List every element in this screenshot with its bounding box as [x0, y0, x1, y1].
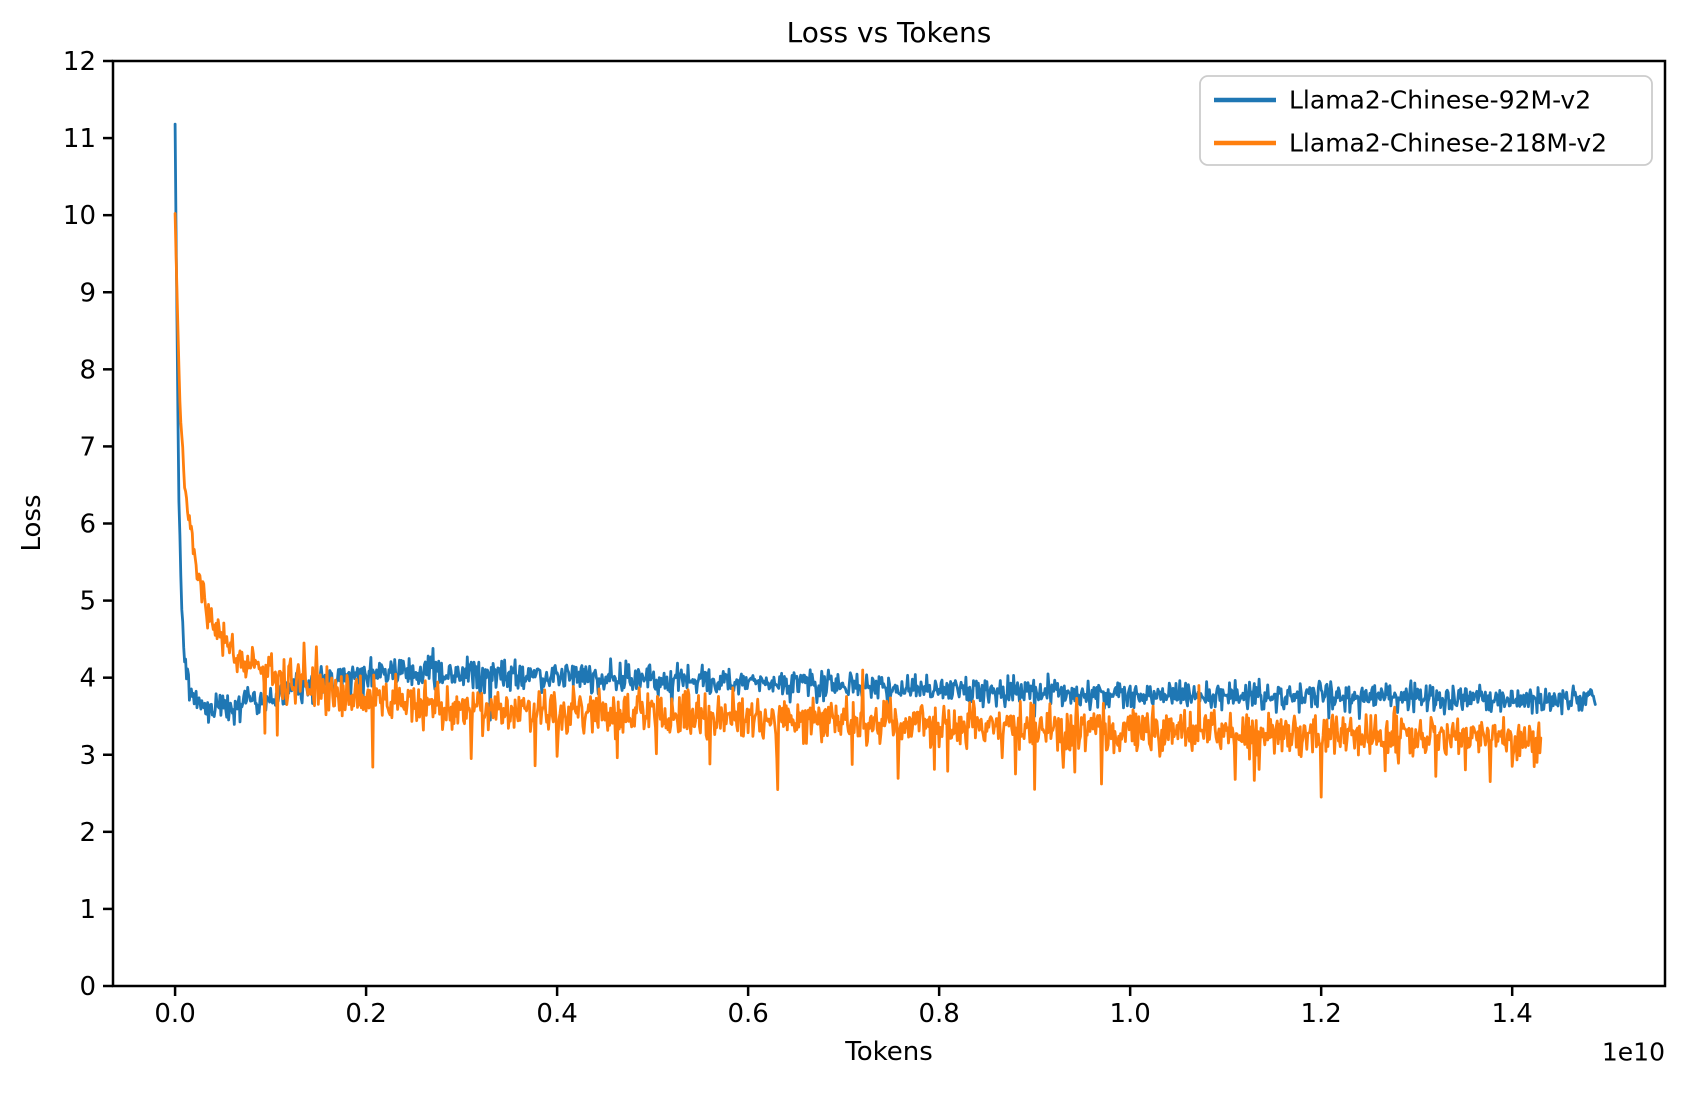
y-tick-label: 12: [63, 47, 96, 77]
chart-title: Loss vs Tokens: [786, 16, 992, 49]
y-tick-label: 11: [63, 124, 96, 154]
x-tick-label: 1.4: [1492, 999, 1533, 1029]
y-tick-label: 4: [79, 664, 96, 694]
legend-label-92m: Llama2-Chinese-92M-v2: [1289, 85, 1592, 115]
x-axis-offset-text: 1e10: [1601, 1037, 1665, 1067]
y-tick-label: 1: [79, 895, 96, 925]
series-line-llama2-chinese-92m-v2: [173, 122, 1597, 726]
y-tick-label: 5: [79, 587, 96, 617]
legend-label-218m: Llama2-Chinese-218M-v2: [1289, 128, 1608, 158]
legend-box: [1199, 75, 1653, 166]
x-tick-label: 0.8: [918, 999, 959, 1029]
y-tick-label: 3: [79, 741, 96, 771]
x-tick-label: 0.6: [727, 999, 768, 1029]
x-tick-label: 0.2: [345, 999, 386, 1029]
y-tick-label: 6: [79, 510, 96, 540]
x-tick-label: 1.0: [1109, 999, 1150, 1029]
x-tick-label: 0.0: [154, 999, 195, 1029]
x-tick-label: 0.4: [536, 999, 577, 1029]
y-tick-label: 9: [79, 278, 96, 308]
x-tick-label: 1.2: [1300, 999, 1341, 1029]
y-tick-label: 7: [79, 432, 96, 462]
y-tick-label: 0: [79, 972, 96, 1002]
y-tick-label: 8: [79, 355, 96, 385]
plot-border: [111, 59, 1667, 988]
y-tick-label: 2: [79, 818, 96, 848]
x-axis-label: Tokens: [845, 1037, 933, 1067]
y-tick-label: 10: [63, 201, 96, 231]
y-axis-label: Loss: [17, 494, 47, 552]
series-line-llama2-chinese-218m-v2: [173, 212, 1543, 799]
